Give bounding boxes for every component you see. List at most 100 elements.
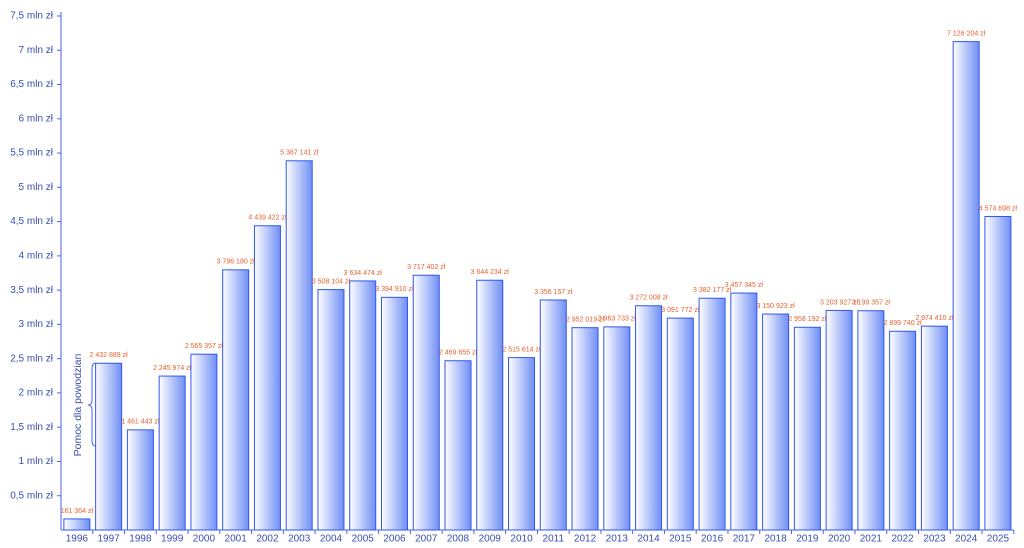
value-label: 3 796 180 zł [217,259,256,266]
x-tick-label: 2010 [510,534,533,545]
x-tick-label: 2019 [796,534,819,545]
y-tick-label: 4 mln zł [19,251,54,262]
bar [889,330,917,531]
x-tick-label: 2009 [479,534,502,545]
value-label: 2 469 655 zł [439,350,478,357]
x-tick-label: 2012 [574,534,597,545]
value-label: 3 199 357 zł [852,300,891,307]
bar [793,326,821,531]
x-tick-label: 2023 [923,534,946,545]
y-tick-label: 6,5 mln zł [10,79,54,90]
bar [349,280,377,531]
value-label: 3 382 177 zł [693,287,732,294]
bar [444,360,472,531]
value-label: 2 974 410 zł [915,315,954,322]
bar [920,325,948,531]
y-tick-label: 2,5 mln zł [10,353,54,364]
value-label: 1 461 443 zł [121,419,160,426]
x-tick-label: 1998 [129,534,152,545]
value-label: 3 644 234 zł [471,269,510,276]
x-tick-label: 2001 [225,534,248,545]
y-tick-label: 7 mln zł [19,45,54,56]
y-tick-label: 1 mln zł [19,456,54,467]
bar [952,41,980,531]
bar [666,317,694,531]
bar [730,292,758,531]
value-label: 3 717 402 zł [407,264,446,271]
value-label: 3 457 345 zł [725,282,764,289]
y-tick-label: 3 mln zł [19,319,54,330]
value-label: 3 394 910 zł [375,286,414,293]
bar [95,362,123,531]
y-tick-label: 6 mln zł [19,113,54,124]
bar [762,313,790,531]
value-label: 2 899 740 zł [884,320,923,327]
bar [190,353,218,531]
x-tick-label: 1999 [161,534,184,545]
y-tick-label: 4,5 mln zł [10,216,54,227]
bar [539,299,567,531]
value-label: 2 958 192 zł [788,316,827,323]
x-tick-label: 1996 [66,534,89,545]
value-label: 3 150 923 zł [757,303,796,310]
x-tick-label: 2003 [288,534,311,545]
x-tick-label: 2007 [415,534,438,545]
y-tick-label: 7,5 mln zł [10,11,54,22]
bar [253,225,281,531]
value-label: 2 963 733 zł [598,316,637,323]
bar [476,279,504,531]
bar [412,274,440,531]
value-label: 4 574 698 zł [979,205,1018,212]
value-label: 2 565 357 zł [185,343,224,350]
x-tick-label: 2014 [637,534,660,545]
x-tick-label: 2000 [193,534,216,545]
value-label: 3 272 008 zł [629,295,668,302]
y-tick-label: 3,5 mln zł [10,285,54,296]
value-label: 7 126 204 zł [947,30,986,37]
value-label: 161 364 zł [61,508,94,515]
value-label: 4 439 422 zł [248,215,287,222]
x-tick-label: 2015 [669,534,692,545]
value-label: 3 508 104 zł [312,278,351,285]
y-tick-label: 0,5 mln zł [10,490,54,501]
value-label: 2 952 019 zł [566,317,605,324]
value-label: 2 515 614 zł [502,346,541,353]
x-tick-label: 2020 [828,534,851,545]
x-tick-label: 2022 [892,534,915,545]
bar [825,309,853,531]
bar [698,297,726,531]
y-tick-label: 2 mln zł [19,388,54,399]
x-tick-label: 2008 [447,534,470,545]
y-tick-label: 5,5 mln zł [10,148,54,159]
bar [984,215,1012,531]
bar [857,310,885,531]
bar [508,357,536,531]
value-label: 2 432 889 zł [90,352,129,359]
bar [635,305,663,531]
bar [222,269,250,531]
bar [126,429,154,531]
value-label: 2 245 974 zł [153,365,192,372]
x-tick-label: 2013 [606,534,629,545]
x-tick-label: 2024 [955,534,978,545]
x-tick-label: 2016 [701,534,724,545]
x-tick-label: 2006 [383,534,406,545]
bar [285,160,313,531]
x-tick-label: 2002 [256,534,279,545]
x-tick-label: 2011 [543,534,565,545]
bar [603,326,631,531]
y-tick-label: 1,5 mln zł [10,422,54,433]
value-label: 5 387 141 zł [280,150,319,157]
y-tick-label: 5 mln zł [19,182,54,193]
x-tick-label: 2018 [764,534,787,545]
x-tick-label: 2004 [320,534,343,545]
value-label: 3 634 474 zł [344,270,383,277]
x-tick-label: 2017 [733,534,756,545]
value-label: 3 091 772 zł [661,307,700,314]
bar [63,518,91,531]
x-tick-label: 2021 [860,534,883,545]
bar [158,375,186,531]
value-label: 3 356 157 zł [534,289,573,296]
bar [380,296,408,531]
